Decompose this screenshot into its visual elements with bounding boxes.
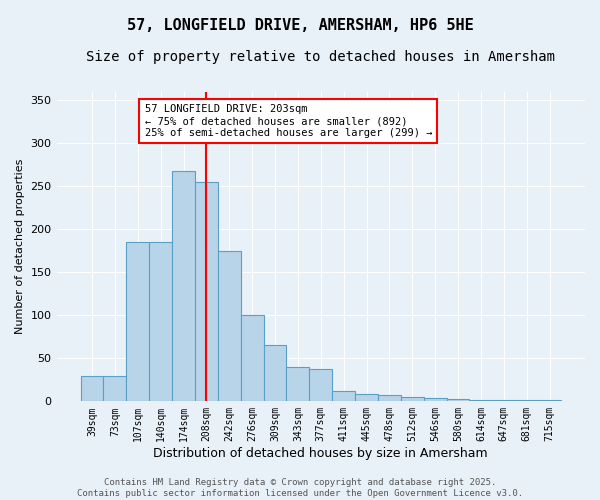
Bar: [446, 399, 469, 402]
Title: Size of property relative to detached houses in Amersham: Size of property relative to detached ho…: [86, 50, 555, 64]
Bar: [218, 250, 241, 402]
Bar: [378, 396, 401, 402]
Bar: [515, 400, 538, 402]
Bar: [241, 316, 263, 402]
Bar: [538, 400, 561, 402]
Bar: [103, 376, 127, 402]
Bar: [195, 182, 218, 402]
Bar: [127, 242, 149, 402]
Bar: [424, 398, 446, 402]
Text: 57 LONGFIELD DRIVE: 203sqm
← 75% of detached houses are smaller (892)
25% of sem: 57 LONGFIELD DRIVE: 203sqm ← 75% of deta…: [145, 104, 432, 138]
Bar: [263, 346, 286, 402]
Bar: [332, 391, 355, 402]
Bar: [310, 368, 332, 402]
Bar: [172, 170, 195, 402]
X-axis label: Distribution of detached houses by size in Amersham: Distribution of detached houses by size …: [154, 447, 488, 460]
Bar: [286, 367, 310, 402]
Text: 57, LONGFIELD DRIVE, AMERSHAM, HP6 5HE: 57, LONGFIELD DRIVE, AMERSHAM, HP6 5HE: [127, 18, 473, 32]
Bar: [355, 394, 378, 402]
Bar: [493, 400, 515, 402]
Text: Contains HM Land Registry data © Crown copyright and database right 2025.
Contai: Contains HM Land Registry data © Crown c…: [77, 478, 523, 498]
Bar: [149, 242, 172, 402]
Bar: [80, 376, 103, 402]
Bar: [401, 397, 424, 402]
Y-axis label: Number of detached properties: Number of detached properties: [15, 159, 25, 334]
Bar: [469, 400, 493, 402]
